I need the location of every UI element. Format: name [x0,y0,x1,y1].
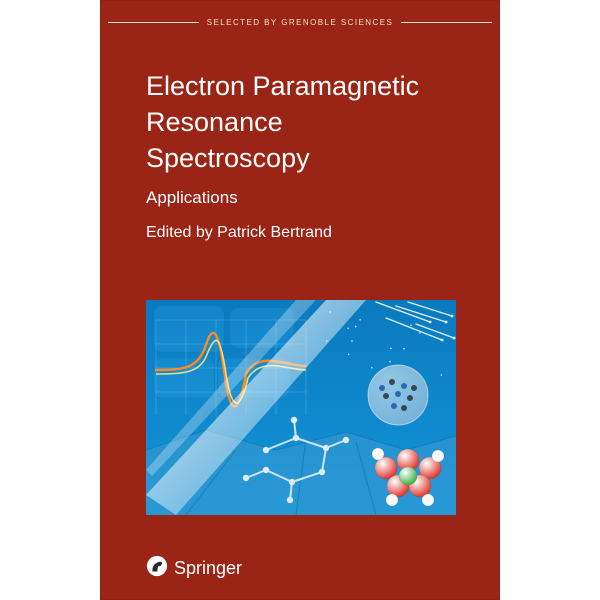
title-line-2: Resonance [146,107,283,137]
page: SELECTED BY GRENOBLE SCIENCES Electron P… [0,0,600,600]
publisher-block: Springer [146,555,242,582]
title-block: Electron Paramagnetic Resonance Spectros… [146,68,419,242]
cover-artwork [146,300,456,515]
series-label: SELECTED BY GRENOBLE SCIENCES [207,18,394,27]
cover-subtitle: Applications [146,188,419,208]
publisher-name: Springer [174,558,242,579]
title-line-1: Electron Paramagnetic [146,71,419,101]
cover-editor: Edited by Patrick Bertrand [146,224,419,242]
artwork-svg [146,300,456,515]
springer-horse-icon [146,555,168,582]
title-line-3: Spectroscopy [146,143,310,173]
cover-title: Electron Paramagnetic Resonance Spectros… [146,68,419,176]
series-ribbon: SELECTED BY GRENOBLE SCIENCES [100,18,500,27]
book-cover: SELECTED BY GRENOBLE SCIENCES Electron P… [100,0,500,600]
